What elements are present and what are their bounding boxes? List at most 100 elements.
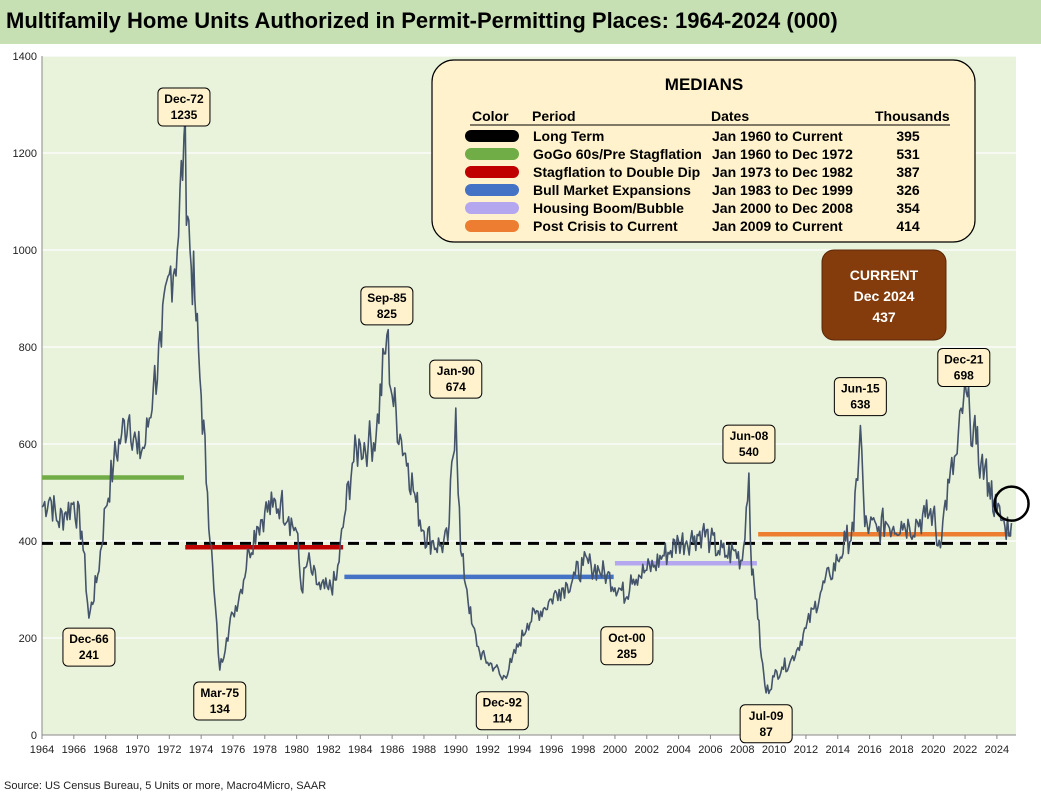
- x-tick-label: 1974: [189, 744, 213, 756]
- x-tick-label: 1972: [157, 744, 181, 756]
- chart-title: Multifamily Home Units Authorized in Per…: [6, 8, 838, 33]
- legend-header-dates: Dates: [711, 108, 749, 124]
- current-marker-circle: [993, 485, 1030, 522]
- y-tick-label: 1400: [13, 51, 37, 63]
- legend-period: Stagflation to Double Dip: [533, 164, 700, 180]
- legend-period: Bull Market Expansions: [533, 182, 691, 198]
- series-line: [41, 115, 1013, 695]
- x-tick-label: 2024: [985, 744, 1009, 756]
- legend-rows: Long Term Jan 1960 to Current 395 GoGo 60s/…: [465, 128, 920, 234]
- callout-box: [833, 377, 887, 417]
- x-tick-label: 1998: [571, 744, 595, 756]
- legend-swatch: [465, 166, 519, 178]
- callout-date: Mar-75: [200, 686, 239, 700]
- x-tick-label: 1990: [444, 744, 468, 756]
- x-tick-label: 2002: [635, 744, 659, 756]
- y-tick-label: 400: [19, 536, 37, 548]
- x-tick-label: 1980: [284, 744, 308, 756]
- callout-dec-66: Dec-66 241: [62, 627, 116, 667]
- x-tick-label: 1992: [475, 744, 499, 756]
- legend-period: Housing Boom/Bubble: [533, 200, 684, 216]
- legend-row: GoGo 60s/Pre Stagflation Jan 1960 to Dec …: [465, 146, 920, 162]
- legend-period: Long Term: [533, 128, 604, 144]
- current-date: Dec 2024: [854, 288, 915, 304]
- callout-date: Sep-85: [367, 291, 407, 305]
- callout-box: [360, 286, 414, 326]
- callout-value: 134: [210, 702, 230, 716]
- legend-thousands: 387: [896, 164, 920, 180]
- x-axis: 1964 1966 1968 1970 1972 1974 1976 1978 1980 1982…: [30, 734, 1016, 756]
- x-tick-label: 2022: [953, 744, 977, 756]
- legend-swatch: [465, 130, 519, 142]
- callout-value: 638: [850, 398, 870, 412]
- callout-box: [429, 359, 483, 399]
- source-note: Source: US Census Bureau, 5 Units or mor…: [4, 780, 327, 792]
- legend-dates: Jan 1960 to Current: [712, 128, 843, 144]
- callout-box: [722, 424, 776, 464]
- legend-dates: Jan 1983 to Dec 1999: [712, 182, 853, 198]
- x-tick-label: 1982: [316, 744, 340, 756]
- callout-date: Jun-08: [730, 429, 769, 443]
- legend-row: Stagflation to Double Dip Jan 1973 to Dec…: [465, 164, 920, 180]
- callout-mar-75: Mar-75 134: [193, 681, 247, 721]
- callout-box: [157, 87, 211, 127]
- callout-dec-72: Dec-72 1235: [157, 87, 211, 127]
- legend-dates: Jan 1973 to Dec 1982: [712, 164, 853, 180]
- callout-value: 540: [739, 445, 759, 459]
- x-tick-label: 2008: [730, 744, 754, 756]
- y-tick-label: 800: [19, 342, 37, 354]
- y-tick-label: 600: [19, 439, 37, 451]
- legend-thousands: 531: [896, 146, 920, 162]
- callout-value: 114: [493, 712, 513, 726]
- title-bar: Multifamily Home Units Authorized in Per…: [0, 0, 1041, 44]
- callout-box: [193, 681, 247, 721]
- callout-box: [937, 347, 991, 387]
- x-tick-label: 2020: [921, 744, 945, 756]
- legend-swatch: [465, 184, 519, 196]
- callout-value: 825: [377, 307, 397, 321]
- callout-value: 285: [617, 647, 637, 661]
- x-tick-label: 1988: [412, 744, 436, 756]
- x-tick-label: 2016: [857, 744, 881, 756]
- x-tick-label: 2006: [698, 744, 722, 756]
- x-tick-label: 2018: [889, 744, 913, 756]
- callout-jun-15: Jun-15 638: [833, 377, 887, 417]
- x-tick-label: 1986: [380, 744, 404, 756]
- y-tick-label: 1200: [13, 148, 37, 160]
- x-tick-label: 2000: [603, 744, 627, 756]
- callout-date: Jul-09: [749, 709, 784, 723]
- legend-row: Post Crisis to Current Jan 2009 to Curren…: [465, 218, 920, 234]
- callout-date: Dec-21: [944, 352, 984, 366]
- legend-dates: Jan 2000 to Dec 2008: [712, 200, 853, 216]
- x-tick-label: 1978: [253, 744, 277, 756]
- callout-sep-85: Sep-85 825: [360, 286, 414, 326]
- callout-date: Dec-66: [69, 632, 109, 646]
- legend-row: Long Term Jan 1960 to Current 395: [465, 128, 920, 144]
- x-tick-label: 1964: [30, 744, 54, 756]
- callout-jul-09: Jul-09 87: [739, 704, 793, 744]
- x-tick-label: 2012: [794, 744, 818, 756]
- callout-box: [475, 691, 529, 731]
- callout-value: 87: [759, 725, 773, 739]
- callout-box: [600, 626, 654, 666]
- callout-date: Oct-00: [608, 631, 646, 645]
- legend-dates: Jan 1960 to Dec 1972: [712, 146, 853, 162]
- callout-value: 698: [954, 368, 974, 382]
- legend-header-thousands: Thousands: [875, 108, 950, 124]
- callout-date: Jan-90: [437, 364, 475, 378]
- legend-row: Housing Boom/Bubble Jan 2000 to Dec 2008 3…: [465, 200, 920, 216]
- x-tick-label: 1996: [539, 744, 563, 756]
- callout-box: [62, 627, 116, 667]
- x-tick-label: 1994: [507, 744, 531, 756]
- x-tick-label: 2004: [666, 744, 690, 756]
- legend-thousands: 414: [896, 218, 920, 234]
- y-axis: 0 200 400 600 800 1000 1200 1400: [13, 51, 43, 742]
- medians-legend-title: MEDIANS: [665, 75, 743, 94]
- legend-thousands: 395: [896, 128, 920, 144]
- y-tick-label: 200: [19, 633, 37, 645]
- callout-jan-90: Jan-90 674: [429, 359, 483, 399]
- x-tick-label: 1968: [93, 744, 117, 756]
- callout-jun-08: Jun-08 540: [722, 424, 776, 464]
- legend-header-color: Color: [472, 108, 509, 124]
- legend-header-period: Period: [532, 108, 576, 124]
